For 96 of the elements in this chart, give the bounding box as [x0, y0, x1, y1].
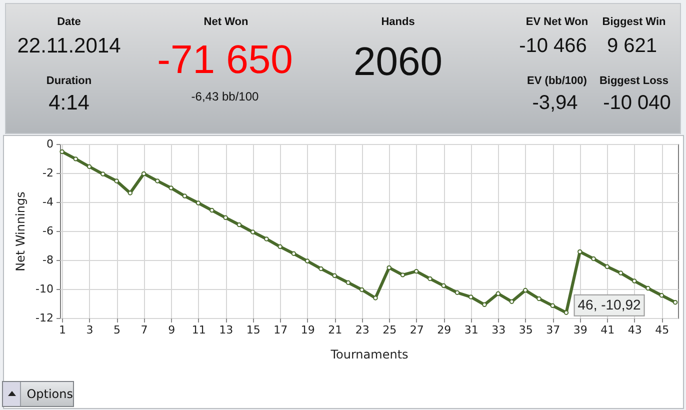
- text: EV Net Won: [526, 16, 588, 28]
- x-axis-title: Tournaments: [330, 348, 408, 362]
- point: [414, 268, 419, 274]
- text: Biggest Loss: [599, 74, 669, 88]
- point: [550, 303, 555, 308]
- point: [210, 208, 214, 213]
- x-tick-label: 39: [573, 324, 588, 336]
- point: [250, 230, 256, 234]
- point: [196, 200, 201, 206]
- x-tick-label: 7: [140, 324, 148, 336]
- point: [359, 287, 364, 292]
- point: [114, 178, 119, 184]
- point: [672, 300, 678, 305]
- x-tick-label: 35: [518, 324, 533, 336]
- point: [264, 236, 269, 242]
- x-tick-label: 43: [628, 324, 642, 336]
- x-tick-label: 3: [86, 324, 94, 336]
- y-tick-label: -10: [36, 282, 54, 296]
- x-tick-label: 5: [114, 324, 121, 336]
- x-tick-label: 45: [655, 324, 670, 336]
- point: [346, 280, 351, 285]
- text: Duration: [46, 74, 92, 88]
- x-tick-label: 15: [246, 324, 260, 336]
- point: [441, 283, 446, 288]
- point: [482, 302, 487, 308]
- x-tick-label: 33: [492, 324, 506, 336]
- text: -10 040: [603, 92, 671, 114]
- point: [591, 256, 596, 262]
- point: [128, 190, 133, 196]
- x-tick-label: 29: [437, 324, 452, 336]
- x-tick-label: 31: [464, 324, 478, 336]
- point: [496, 291, 500, 296]
- text: Hands: [381, 16, 415, 28]
- point: [536, 296, 542, 302]
- point: [373, 296, 378, 300]
- point: [291, 251, 296, 256]
- point: [332, 273, 337, 278]
- text: Net Won: [204, 16, 248, 28]
- text: EV (bb/100): [527, 74, 587, 88]
- text: 9 621: [606, 35, 658, 57]
- point: [632, 278, 637, 284]
- x-tick-label: 41: [600, 324, 615, 336]
- point: [454, 290, 460, 295]
- point: [318, 266, 324, 272]
- x-tick-label: 37: [546, 324, 560, 336]
- point: [182, 194, 188, 198]
- text: 2060: [354, 40, 442, 84]
- x-tick-label: 17: [274, 324, 288, 336]
- x-tick-label: 13: [219, 324, 234, 336]
- point: [60, 149, 64, 154]
- point: [86, 164, 92, 169]
- text: 4:14: [48, 91, 90, 115]
- y-axis-title: Net Winnings: [14, 192, 28, 272]
- x-tick-label: 1: [59, 324, 66, 336]
- y-tick-label: -4: [42, 196, 54, 208]
- x-tick-label: 21: [328, 324, 342, 336]
- point: [468, 294, 474, 300]
- point: [168, 186, 174, 190]
- x-tick-label: 25: [382, 324, 397, 336]
- y-tick-label: -2: [42, 166, 54, 180]
- point: [659, 293, 664, 298]
- y-tick-label: -8: [42, 254, 54, 266]
- point: [304, 258, 310, 264]
- point: [236, 222, 242, 228]
- x-tick-label: 23: [355, 324, 370, 336]
- point: [141, 171, 146, 176]
- text: -3,94: [532, 92, 578, 114]
- text: -71 650: [157, 38, 293, 82]
- point: [100, 172, 106, 176]
- point: [223, 215, 228, 220]
- point: [73, 156, 78, 162]
- text: -10 466: [519, 35, 587, 57]
- point: [386, 265, 392, 270]
- point: [155, 178, 160, 184]
- point: [646, 286, 650, 291]
- y-tick-label: -6: [42, 224, 54, 238]
- x-tick-label: 19: [300, 324, 315, 336]
- point: [618, 270, 624, 276]
- x-tick-label: 27: [410, 324, 424, 336]
- point: [400, 272, 406, 278]
- point: [428, 276, 432, 282]
- point: [564, 310, 569, 315]
- point: [604, 264, 610, 270]
- point: [509, 299, 514, 304]
- y-tick-label: -12: [36, 312, 54, 324]
- text: Date: [57, 16, 81, 28]
- point: [523, 288, 528, 293]
- x-tick-label: 9: [168, 324, 176, 336]
- annotation: 46, -10,92: [578, 296, 642, 312]
- y-tick-label: 0: [46, 138, 54, 150]
- point: [278, 244, 282, 250]
- text: Biggest Win: [602, 16, 666, 28]
- options-button: Options: [2, 381, 74, 407]
- text: 22.11.2014: [17, 34, 121, 58]
- text: -6,43 bb/100: [191, 89, 259, 104]
- x-tick-label: 11: [192, 324, 206, 336]
